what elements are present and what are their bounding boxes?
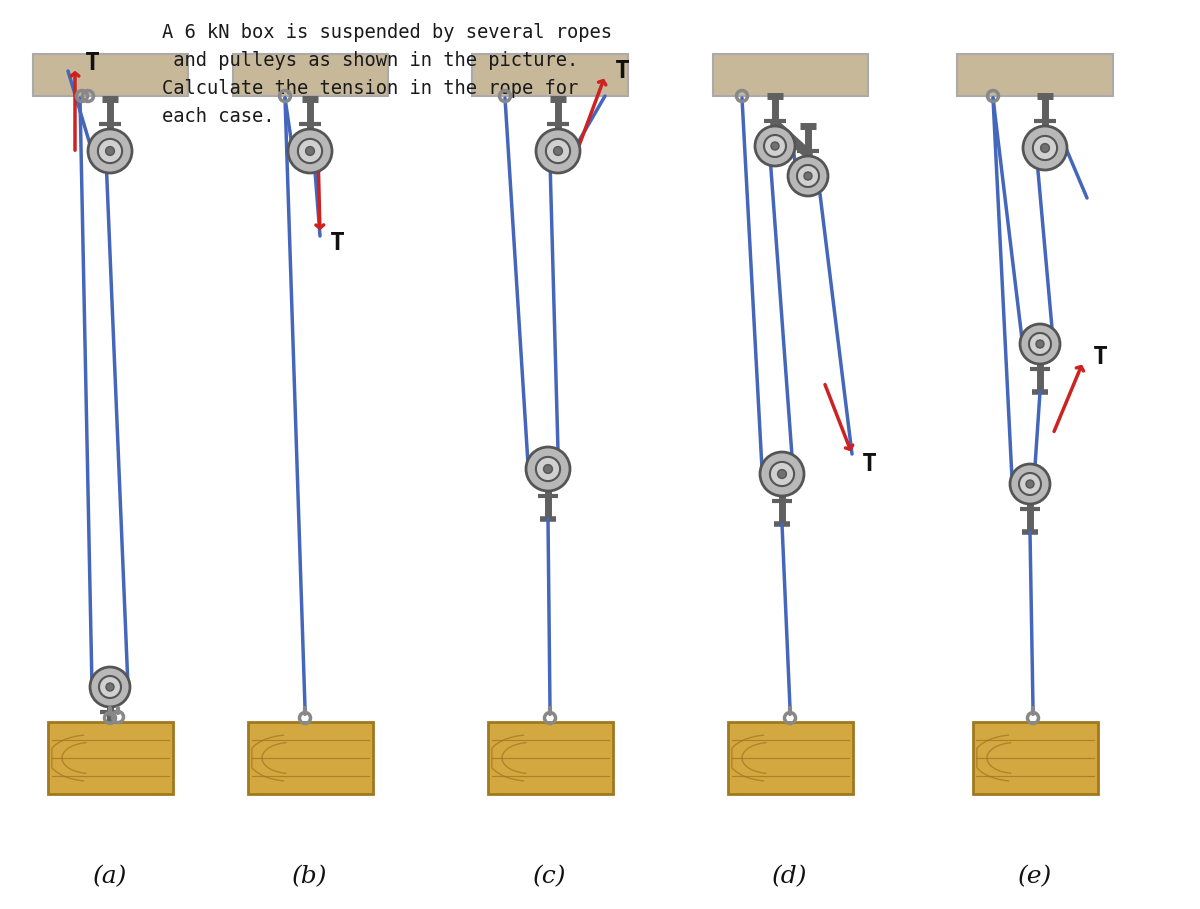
Circle shape	[100, 676, 121, 698]
FancyBboxPatch shape	[972, 722, 1098, 794]
Circle shape	[1020, 324, 1060, 364]
FancyBboxPatch shape	[713, 54, 868, 96]
Text: T: T	[614, 59, 630, 84]
Text: T: T	[1093, 345, 1108, 369]
Circle shape	[106, 146, 114, 155]
Text: (e): (e)	[1018, 865, 1052, 888]
Circle shape	[788, 156, 828, 196]
Circle shape	[90, 667, 130, 707]
Text: T: T	[85, 51, 100, 75]
Circle shape	[536, 129, 580, 173]
FancyBboxPatch shape	[487, 722, 612, 794]
Circle shape	[755, 126, 796, 166]
Circle shape	[1040, 144, 1050, 153]
Circle shape	[546, 139, 570, 163]
Circle shape	[98, 139, 122, 163]
Circle shape	[544, 464, 552, 474]
Circle shape	[1022, 126, 1067, 170]
Text: T: T	[330, 231, 346, 255]
Circle shape	[804, 172, 812, 180]
Text: (d): (d)	[773, 865, 808, 888]
Circle shape	[1010, 464, 1050, 504]
Circle shape	[298, 139, 322, 163]
FancyBboxPatch shape	[233, 54, 388, 96]
Circle shape	[288, 129, 332, 173]
Circle shape	[1036, 340, 1044, 348]
Circle shape	[1019, 473, 1042, 495]
Text: T: T	[862, 452, 877, 475]
Text: (b): (b)	[293, 865, 328, 888]
Circle shape	[306, 146, 314, 155]
Text: (a): (a)	[92, 865, 127, 888]
Text: (c): (c)	[533, 865, 566, 888]
Circle shape	[1033, 136, 1057, 160]
Circle shape	[526, 447, 570, 491]
Circle shape	[772, 142, 779, 150]
Circle shape	[778, 470, 786, 478]
Circle shape	[536, 457, 560, 481]
FancyBboxPatch shape	[32, 54, 187, 96]
FancyBboxPatch shape	[48, 722, 173, 794]
Circle shape	[1026, 480, 1034, 488]
FancyBboxPatch shape	[473, 54, 628, 96]
Text: A 6 kN box is suspended by several ropes
 and pulleys as shown in the picture.
C: A 6 kN box is suspended by several ropes…	[162, 23, 612, 125]
Circle shape	[770, 462, 794, 486]
Circle shape	[797, 165, 818, 187]
Circle shape	[553, 146, 563, 155]
FancyBboxPatch shape	[727, 722, 852, 794]
Circle shape	[88, 129, 132, 173]
Circle shape	[106, 683, 114, 691]
FancyBboxPatch shape	[247, 722, 372, 794]
Circle shape	[760, 452, 804, 496]
Circle shape	[1030, 333, 1051, 355]
FancyBboxPatch shape	[958, 54, 1112, 96]
Circle shape	[764, 135, 786, 157]
